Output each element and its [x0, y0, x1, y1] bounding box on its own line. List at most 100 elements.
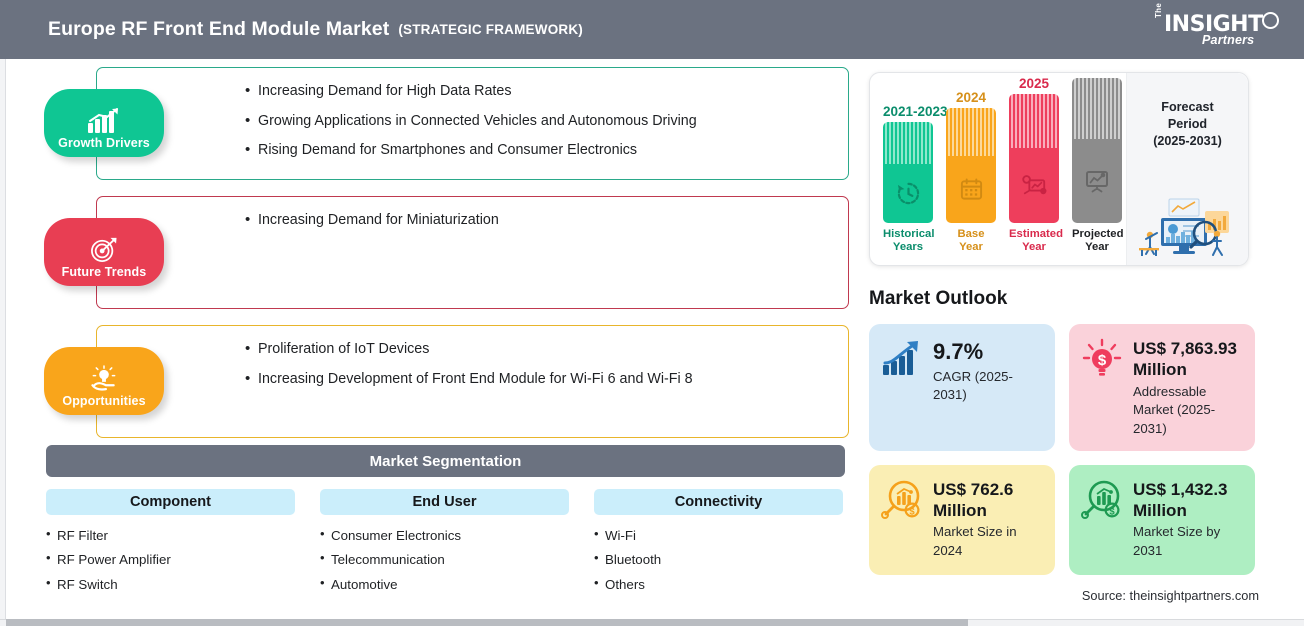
list-item: Automotive — [320, 576, 569, 592]
forecast-period-range: (2025-2031) — [1153, 134, 1222, 148]
segmentation-item-list: Consumer Electronics Telecommunication A… — [320, 527, 569, 592]
analytics-gear-icon — [1009, 148, 1059, 223]
outlook-card-label: Addressable Market (2025-2031) — [1133, 383, 1216, 436]
outlook-card-cagr: 9.7% CAGR (2025-2031) — [869, 324, 1055, 451]
badge-future-trends[interactable]: Future Trends — [44, 218, 164, 286]
target-dart-icon — [89, 237, 119, 263]
bar-stripe-pattern — [883, 121, 933, 165]
factor-box-growth-drivers: Increasing Demand for High Data Rates Gr… — [96, 67, 849, 180]
outlook-card-label: Market Size in 2024 — [933, 524, 1017, 558]
outlook-card-value: US$ 7,863.93 Million — [1133, 339, 1237, 380]
magnifier-chart-dollar-icon: $ — [881, 479, 923, 521]
badge-growth-drivers[interactable]: Growth Drivers — [44, 89, 164, 157]
segmentation-header: Component — [46, 489, 295, 515]
bar-stripe-pattern — [1072, 77, 1122, 139]
forecast-bar-historical: 2021-2023 Historical Ye — [883, 103, 948, 255]
bar-stripe-pattern — [946, 107, 996, 157]
segmentation-columns: Component RF Filter RF Power Amplifier R… — [46, 489, 845, 601]
bottom-scrollbar-thumb[interactable] — [6, 619, 968, 626]
segmentation-item-list: RF Filter RF Power Amplifier RF Switch — [46, 527, 295, 592]
logo-circle-icon — [1262, 12, 1279, 29]
bar-chart-growth-icon — [87, 108, 121, 134]
growth-arrow-chart-icon — [881, 338, 923, 380]
list-item: RF Switch — [46, 576, 295, 592]
market-segmentation: Market Segmentation Component RF Filter … — [46, 445, 845, 601]
segmentation-header: End User — [320, 489, 569, 515]
factor-row-future-trends: Increasing Demand for Miniaturization Fu… — [44, 196, 849, 309]
forecast-bar-base: 2024 — [946, 90, 996, 255]
page-header: Europe RF Front End Module Market (STRAT… — [0, 0, 1304, 59]
forecast-bar-caption: Historical — [883, 227, 935, 240]
outlook-card-value: US$ 762.6 Million — [933, 479, 1014, 520]
list-item: Increasing Demand for Miniaturization — [245, 212, 832, 229]
forecast-bar-projected: 2031 Projected — [1072, 73, 1123, 255]
list-item: Increasing Development of Front End Modu… — [245, 371, 832, 388]
logo-insight-text: INSIGHT — [1164, 12, 1263, 37]
calendar-icon — [946, 156, 996, 223]
forecast-bar-caption: Estimated — [1009, 227, 1063, 240]
bar-stripe-pattern — [1009, 93, 1059, 149]
factor-list-future-trends: Increasing Demand for Miniaturization — [245, 212, 832, 229]
forecast-bars: 2021-2023 Historical Ye — [880, 73, 1123, 265]
forecast-bar-year: 2024 — [955, 89, 987, 105]
segmentation-item-list: Wi-Fi Bluetooth Others — [594, 527, 843, 592]
forecast-period-panel: Forecast Period (2025-2031) — [1126, 73, 1248, 265]
list-item: Growing Applications in Connected Vehicl… — [245, 113, 832, 130]
badge-label: Future Trends — [61, 265, 147, 279]
outlook-card-label: CAGR (2025-2031) — [933, 368, 1013, 403]
factor-row-growth-drivers: Increasing Demand for High Data Rates Gr… — [44, 67, 849, 180]
factor-list-opportunities: Proliferation of IoT Devices Increasing … — [245, 341, 832, 388]
left-edge-strip — [0, 59, 6, 626]
logo-partners-text: Partners — [1202, 33, 1255, 47]
badge-label: Growth Drivers — [58, 136, 150, 150]
outlook-card-addressable-market: $ US$ 7,863.93 Million Addressable Marke… — [1069, 324, 1255, 451]
bottom-scrollbar[interactable] — [0, 619, 1304, 626]
forecast-bar-estimated: 2025 — [1009, 75, 1063, 255]
lightbulb-hand-icon — [88, 365, 120, 392]
factor-box-future-trends: Increasing Demand for Miniaturization — [96, 196, 849, 309]
outlook-card-market-size-2024: $ US$ 762.6 Million Market Size in 2024 — [869, 464, 1055, 575]
badge-opportunities[interactable]: Opportunities — [44, 347, 164, 415]
right-column: 2021-2023 Historical Ye — [869, 72, 1259, 603]
insight-partners-logo: The INSIGHT Partners — [1152, 3, 1282, 51]
list-item: Bluetooth — [594, 551, 843, 567]
list-item: Consumer Electronics — [320, 527, 569, 543]
source-attribution: Source: theinsightpartners.com — [1081, 587, 1259, 603]
forecast-bar-year: 2021-2023 — [883, 103, 948, 119]
page-title: Europe RF Front End Module Market — [48, 18, 390, 40]
list-item: Increasing Demand for High Data Rates — [245, 83, 832, 100]
outlook-card-label: Market Size by 2031 — [1133, 524, 1221, 558]
list-item: Wi-Fi — [594, 527, 843, 543]
strategic-factors-column: Increasing Demand for High Data Rates Gr… — [44, 67, 849, 454]
list-item: Rising Demand for Smartphones and Consum… — [245, 142, 832, 159]
forecast-bar-year: 2025 — [1018, 75, 1050, 91]
list-item: RF Power Amplifier — [46, 551, 295, 567]
forecast-bar-caption-2: Year — [1085, 241, 1109, 254]
forecast-bar-caption-2: Year — [959, 241, 983, 254]
forecast-period-line-2: Period — [1167, 117, 1208, 131]
factor-row-opportunities: Proliferation of IoT Devices Increasing … — [44, 325, 849, 438]
forecast-bar-year: 2031 — [1072, 73, 1122, 75]
outlook-card-value: 9.7% — [933, 339, 984, 364]
svg-text:$: $ — [1098, 352, 1107, 369]
outlook-card-value: US$ 1,432.3 Million — [1133, 479, 1228, 520]
segmentation-column-connectivity: Connectivity Wi-Fi Bluetooth Others — [594, 489, 843, 601]
forecast-period-line-1: Forecast — [1161, 100, 1214, 114]
market-outlook-cards: 9.7% CAGR (2025-2031) $ — [869, 324, 1259, 575]
data-analytics-illustration — [1133, 191, 1243, 259]
factor-list-growth-drivers: Increasing Demand for High Data Rates Gr… — [245, 83, 832, 159]
market-outlook-title: Market Outlook — [869, 288, 1008, 309]
outlook-card-market-size-2031: $ US$ 1,432.3 Million Market Size by 203… — [1069, 464, 1255, 575]
lightbulb-dollar-icon: $ — [1081, 338, 1123, 380]
segmentation-column-end-user: End User Consumer Electronics Telecommun… — [320, 489, 569, 601]
magnifier-chart-dollar-icon: $ — [1081, 479, 1123, 521]
history-clock-icon — [883, 164, 933, 223]
svg-text:$: $ — [909, 506, 915, 517]
list-item: Proliferation of IoT Devices — [245, 341, 832, 358]
page-subtitle: (STRATEGIC FRAMEWORK) — [398, 22, 583, 37]
forecast-bar-caption-2: Year — [1022, 241, 1046, 254]
segmentation-column-component: Component RF Filter RF Power Amplifier R… — [46, 489, 295, 601]
list-item: Others — [594, 576, 843, 592]
factor-box-opportunities: Proliferation of IoT Devices Increasing … — [96, 325, 849, 438]
